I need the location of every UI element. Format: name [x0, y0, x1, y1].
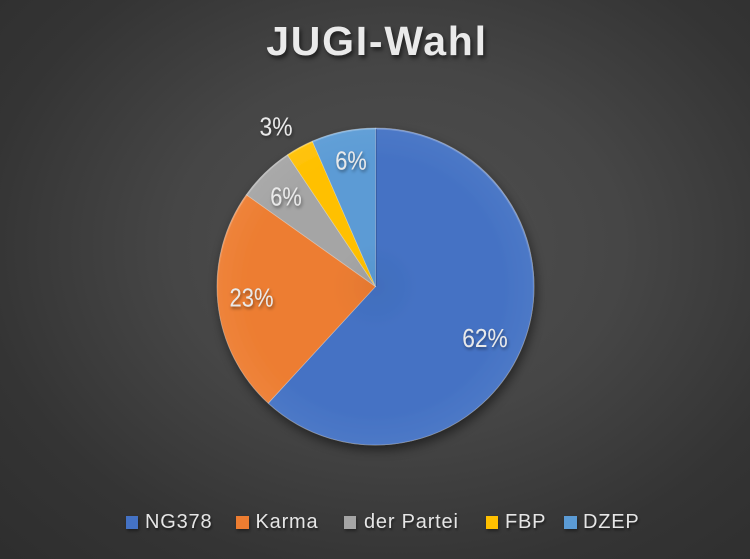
svg-text:3%: 3% — [260, 112, 293, 142]
svg-text:62%: 62% — [462, 323, 508, 353]
svg-text:6%: 6% — [270, 182, 302, 212]
svg-text:23%: 23% — [230, 283, 274, 313]
svg-text:6%: 6% — [335, 146, 367, 176]
